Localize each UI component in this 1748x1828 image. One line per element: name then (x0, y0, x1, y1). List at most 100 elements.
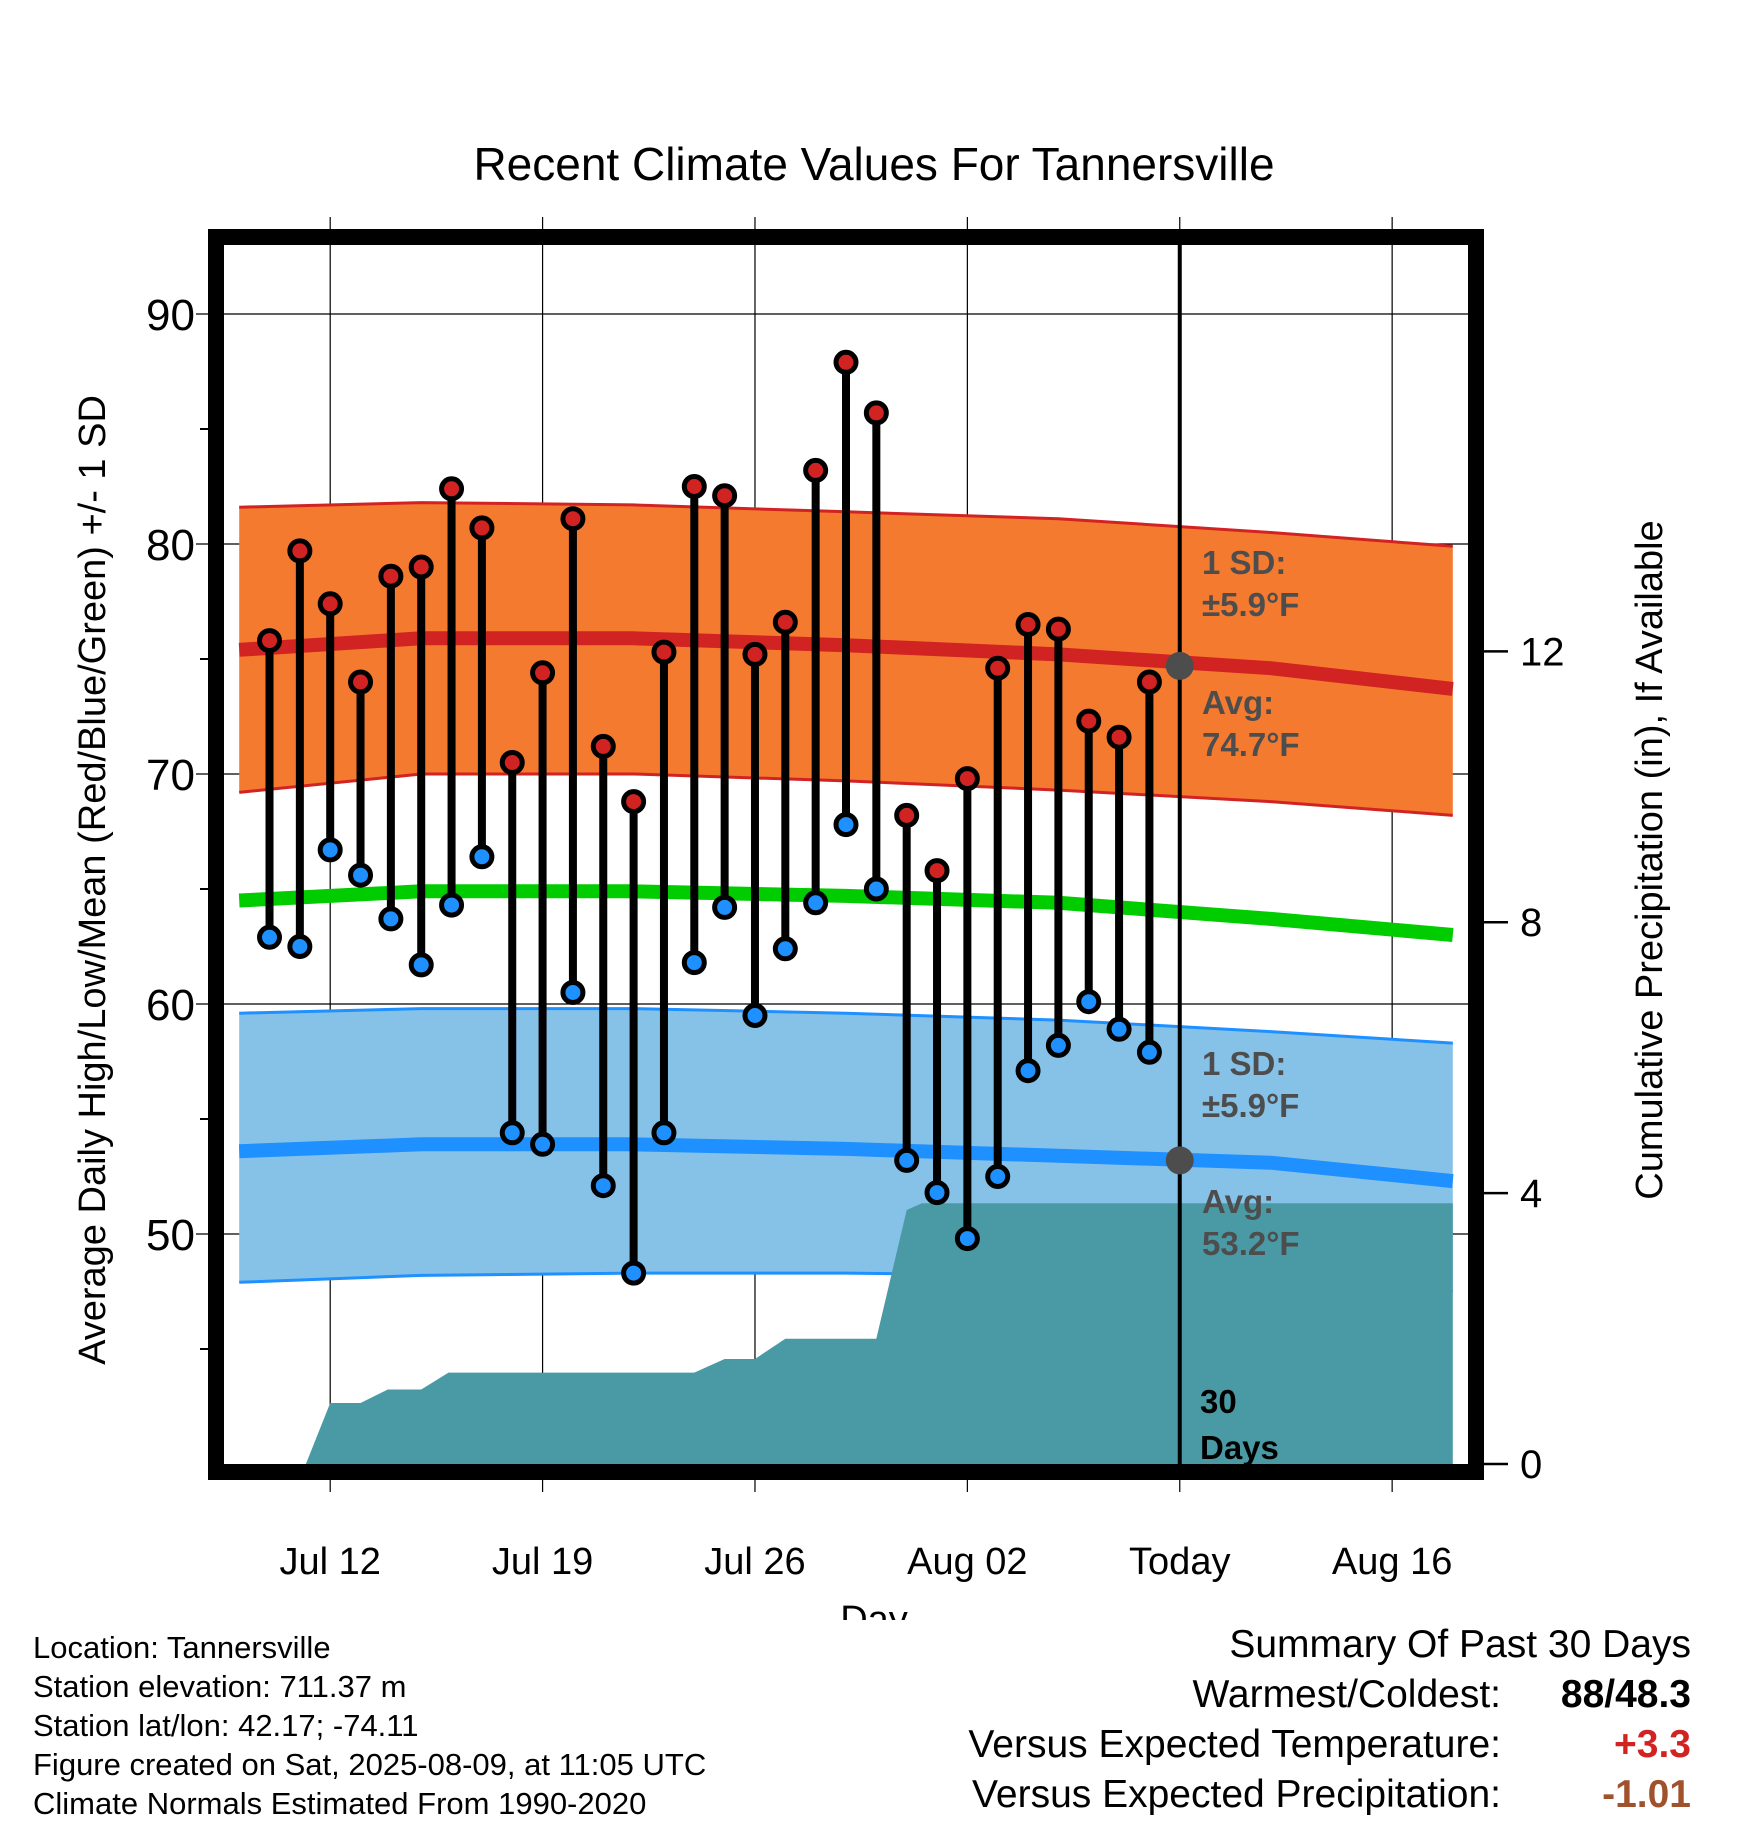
low-sd-annotation: 1 SD: ±5.9°F (1202, 1045, 1299, 1124)
days-annotation: 30 Days (1200, 1383, 1279, 1466)
daily-low-point (924, 1180, 950, 1206)
y-left-tick-label: 70 (146, 751, 195, 800)
daily-high-point (530, 660, 556, 686)
high-avg-annotation-line-1: 74.7°F (1202, 726, 1300, 763)
summary-warmest-row: Warmest/Coldest: 88/48.3 (968, 1670, 1691, 1720)
daily-high-point (803, 457, 829, 483)
daily-high-point (1045, 616, 1071, 642)
daily-high-point (287, 538, 313, 564)
info-elevation: Station elevation: 711.37 m (33, 1669, 407, 1704)
low-avg-annotation: Avg: 53.2°F (1202, 1183, 1300, 1262)
daily-low-point (257, 924, 283, 950)
summary-precip-value: -1.01 (1602, 1773, 1691, 1816)
x-tick-label: Jul 12 (279, 1541, 380, 1583)
plot-area: 1 SD: ±5.9°F Avg: 74.7°F 1 SD: ±5.9°F Avg: 53.2… (146, 217, 1565, 1583)
y-left-tick-label: 80 (146, 521, 195, 570)
high-avg-annotation: Avg: 74.7°F (1202, 684, 1300, 763)
daily-high-point (742, 641, 768, 667)
x-tick-label: Jul 19 (492, 1541, 593, 1583)
low-sd-edge-0 (239, 1007, 1453, 1045)
y-right-tick-label: 12 (1520, 630, 1565, 674)
precipitation-area (248, 1203, 1453, 1464)
summary-warmest-value: 88/48.3 (1560, 1673, 1691, 1716)
daily-high-point (1136, 669, 1162, 695)
daily-low-point (378, 906, 404, 932)
daily-high-point (1076, 708, 1102, 734)
daily-high-point (863, 400, 889, 426)
summary-temp-row: Versus Expected Temperature: +3.3 (968, 1720, 1691, 1770)
today-low-avg-marker (1165, 1146, 1194, 1175)
daily-low-point (651, 1120, 677, 1146)
plot-frame (208, 229, 1484, 1480)
y-left-tick-label: 90 (146, 291, 195, 340)
low-avg-annotation-line-0: Avg: (1202, 1183, 1274, 1220)
station-info: Location: Tannersville Station elevation… (33, 1628, 706, 1823)
daily-low-point (1045, 1032, 1071, 1058)
daily-high-point (924, 858, 950, 884)
daily-high-point (621, 789, 647, 815)
daily-high-point (590, 733, 616, 759)
daily-low-point (1076, 989, 1102, 1015)
daily-high-point (985, 655, 1011, 681)
daily-high-point (894, 802, 920, 828)
daily-high-point (317, 591, 343, 617)
daily-high-point (469, 515, 495, 541)
average-low-line (238, 1137, 1454, 1189)
info-normals: Climate Normals Estimated From 1990-2020 (33, 1786, 647, 1821)
daily-low-point (469, 844, 495, 870)
daily-low-point (681, 950, 707, 976)
daily-low-point (317, 837, 343, 863)
daily-low-point (1136, 1039, 1162, 1065)
chart-title: Recent Climate Values For Tannersville (473, 138, 1274, 190)
summary-panel: Summary Of Past 30 Days Warmest/Coldest:… (968, 1620, 1691, 1820)
daily-low-point (560, 980, 586, 1005)
daily-low-point (287, 934, 313, 959)
daily-low-point (590, 1173, 616, 1199)
daily-low-point (954, 1226, 980, 1252)
daily-high-point (348, 669, 374, 695)
x-tick-label: Aug 02 (907, 1541, 1027, 1583)
daily-low-point (833, 812, 859, 838)
climate-chart: Recent Climate Values For Tannersville 1… (72, 138, 1671, 1620)
summary-temp-value: +3.3 (1614, 1723, 1691, 1766)
info-latlon: Station lat/lon: 42.17; -74.11 (33, 1708, 419, 1743)
daily-high-point (651, 639, 677, 665)
y-axis-label-left: Average Daily High/Low/Mean (Red/Blue/Gr… (72, 395, 114, 1365)
today-high-avg-marker (1165, 651, 1194, 680)
daily-high-point (1106, 724, 1132, 750)
daily-low-point (863, 876, 889, 902)
daily-high-point (1015, 612, 1041, 637)
summary-precip-label: Versus Expected Precipitation: (972, 1773, 1501, 1816)
high-sd-annotation-line-0: 1 SD: (1202, 544, 1286, 581)
x-tick-label: Jul 26 (704, 1541, 805, 1583)
daily-low-point (530, 1131, 556, 1157)
x-tick-label: Today (1129, 1541, 1230, 1583)
daily-low-point (712, 894, 738, 920)
high-avg-annotation-line-0: Avg: (1202, 684, 1274, 721)
daily-high-point (833, 349, 859, 375)
daily-low-point (985, 1164, 1011, 1189)
daily-high-point (954, 766, 980, 792)
summary-temp-label: Versus Expected Temperature: (968, 1723, 1501, 1766)
daily-low-point (1015, 1058, 1041, 1084)
daily-high-point (499, 750, 525, 775)
high-sd-annotation: 1 SD: ±5.9°F (1202, 544, 1299, 623)
daily-low-point (439, 892, 465, 918)
y-right-tick-label: 8 (1520, 901, 1542, 945)
daily-high-point (408, 554, 434, 580)
summary-precip-row: Versus Expected Precipitation: -1.01 (968, 1770, 1691, 1820)
daily-high-point (439, 476, 465, 502)
days-annotation-line-1: Days (1200, 1429, 1279, 1466)
daily-low-point (894, 1147, 920, 1173)
info-location: Location: Tannersville (33, 1630, 331, 1665)
daily-low-point (803, 890, 829, 916)
daily-low-point (742, 1003, 768, 1028)
y-right-tick-label: 0 (1520, 1443, 1542, 1487)
daily-high-point (257, 628, 283, 654)
x-axis-label: Day (840, 1599, 908, 1620)
summary-heading: Summary Of Past 30 Days (1229, 1623, 1691, 1666)
daily-high-point (772, 609, 798, 635)
daily-low-point (772, 936, 798, 962)
daily-high-point (560, 506, 586, 532)
daily-low-point (499, 1120, 525, 1146)
